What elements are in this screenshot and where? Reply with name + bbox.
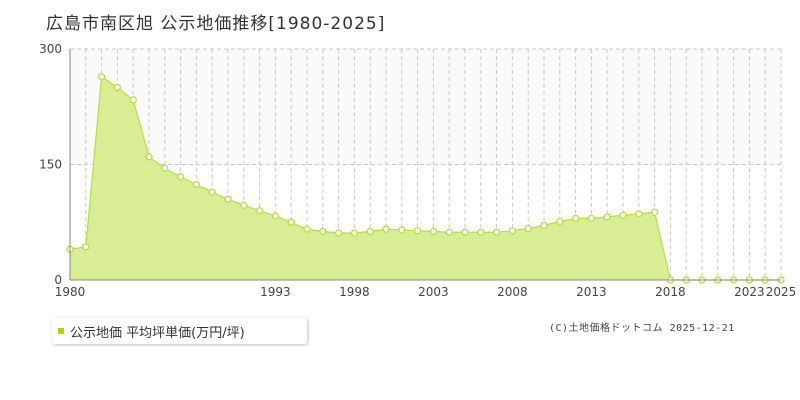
data-point bbox=[129, 96, 137, 104]
x-tick-labels: 1980 1993 1998 2003 2008 2013 2018 2023 2025 bbox=[55, 285, 797, 299]
data-point bbox=[508, 227, 517, 235]
area-fill bbox=[70, 76, 781, 280]
y-tick-label: 0 bbox=[54, 273, 62, 287]
data-point bbox=[145, 153, 153, 161]
series-line bbox=[69, 75, 781, 281]
data-point bbox=[350, 229, 359, 237]
x-tick-label: 2023 bbox=[734, 285, 765, 299]
legend-label: 公示地価 平均坪単価(万円/坪) bbox=[70, 325, 245, 341]
data-point bbox=[556, 217, 564, 226]
data-point bbox=[603, 213, 611, 221]
data-point bbox=[650, 208, 659, 216]
data-point bbox=[619, 211, 627, 219]
y-tick-label: 300 bbox=[39, 42, 62, 56]
data-point bbox=[161, 164, 169, 173]
data-point bbox=[429, 227, 438, 236]
data-point bbox=[571, 214, 580, 223]
data-point bbox=[492, 228, 501, 236]
data-point bbox=[540, 221, 548, 229]
plot-band-upper bbox=[70, 49, 781, 165]
data-point bbox=[524, 224, 532, 233]
copyright-text: (C)土地価格ドットコム 2025-12-21 bbox=[549, 323, 735, 334]
x-tick-label: 2025 bbox=[766, 285, 797, 299]
data-point bbox=[113, 83, 122, 92]
x-tick-label: 2013 bbox=[576, 285, 607, 299]
data-point bbox=[97, 73, 106, 81]
data-point bbox=[319, 227, 327, 236]
data-point bbox=[382, 225, 390, 233]
data-point bbox=[334, 229, 343, 237]
data-point bbox=[255, 207, 264, 215]
data-point bbox=[445, 228, 453, 236]
y-tick-labels: 0 150 300 bbox=[39, 42, 62, 287]
data-point bbox=[287, 218, 295, 226]
x-tick-label: 1980 bbox=[55, 285, 86, 299]
data-point bbox=[587, 214, 596, 223]
data-point bbox=[208, 188, 216, 196]
data-point bbox=[398, 226, 406, 234]
legend-swatch bbox=[58, 328, 64, 334]
data-point bbox=[176, 173, 185, 181]
chart-title: 広島市南区旭 公示地価推移[1980-2025] bbox=[46, 14, 386, 34]
y-tick-label: 150 bbox=[39, 158, 62, 172]
data-point bbox=[240, 201, 248, 209]
data-point bbox=[635, 210, 643, 218]
data-point bbox=[192, 180, 201, 189]
x-tick-label: 1998 bbox=[339, 285, 370, 299]
data-point bbox=[461, 228, 469, 236]
legend: 公示地価 平均坪単価(万円/坪) bbox=[52, 318, 307, 344]
data-point bbox=[224, 195, 232, 203]
x-tick-label: 2003 bbox=[418, 285, 449, 299]
data-point bbox=[271, 212, 280, 220]
data-point bbox=[477, 228, 485, 236]
x-tick-label: 1993 bbox=[260, 285, 291, 299]
data-point bbox=[82, 243, 90, 251]
data-point bbox=[303, 225, 311, 233]
x-tick-label: 2008 bbox=[497, 285, 528, 299]
x-tick-label: 2018 bbox=[655, 285, 686, 299]
data-point bbox=[366, 227, 374, 236]
data-point bbox=[413, 227, 422, 235]
